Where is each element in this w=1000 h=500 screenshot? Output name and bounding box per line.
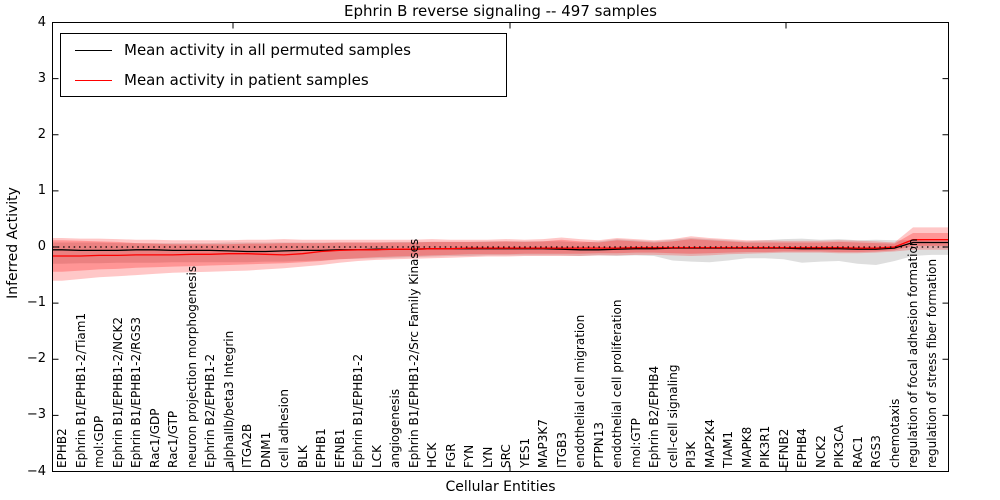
permuted-line-swatch bbox=[75, 49, 112, 51]
x-tick-label: PI3K bbox=[684, 441, 698, 468]
patient-samples-band-inner-area bbox=[52, 233, 949, 272]
x-tick-label: Ephrin B1/EPHB1-2/RGS3 bbox=[129, 316, 143, 468]
x-tick-label: PTPN13 bbox=[591, 421, 606, 468]
y-tick-label: 3 bbox=[37, 70, 46, 86]
patient-mean-line bbox=[52, 239, 949, 257]
x-tick-label: Ephrin B1/EPHB1-2/NCK2 bbox=[110, 317, 125, 468]
patient-line-swatch bbox=[75, 79, 112, 81]
x-tick-label: RGS3 bbox=[869, 435, 883, 468]
x-tick-label: RAC1 bbox=[850, 436, 865, 468]
y-tick-label: 1 bbox=[37, 182, 46, 198]
x-tick-label: endothelial cell proliferation bbox=[610, 299, 624, 468]
x-tick-label: chemotaxis bbox=[887, 398, 902, 468]
x-tick-label: EFNB1 bbox=[332, 428, 347, 468]
legend-label-patient: Mean activity in patient samples bbox=[124, 71, 369, 89]
legend-item-patient: Mean activity in patient samples bbox=[61, 65, 506, 95]
x-tick-label: MAP2K4 bbox=[702, 419, 717, 468]
x-tick-label: regulation of focal adhesion formation bbox=[906, 238, 920, 468]
patient-samples-band-outer-area bbox=[52, 227, 949, 281]
y-tick-label: −1 bbox=[26, 295, 46, 311]
legend: Mean activity in all permuted samples Me… bbox=[60, 33, 507, 97]
x-tick-label: EPHB1 bbox=[314, 428, 328, 468]
x-tick-label: cell-cell signaling bbox=[665, 364, 680, 469]
x-tick-label: Rac1/GTP bbox=[166, 410, 180, 468]
x-tick-label: ITGB3 bbox=[554, 431, 569, 468]
x-tick-label: cell adhesion bbox=[277, 389, 291, 468]
x-tick-label: PIK3CA bbox=[832, 425, 846, 468]
y-tick-label: −4 bbox=[26, 463, 46, 479]
y-tick-label: 2 bbox=[37, 126, 46, 142]
x-tick-label: EPHB2 bbox=[55, 428, 69, 468]
permuted-samples-band-area bbox=[52, 238, 949, 265]
x-tick-label: LCK bbox=[369, 445, 384, 468]
x-tick-label: EPHB4 bbox=[795, 428, 809, 468]
chart-title: Ephrin B reverse signaling -- 497 sample… bbox=[343, 2, 657, 20]
x-tick-label: mol:GTP bbox=[628, 418, 643, 468]
x-tick-label: ITGA2B bbox=[240, 423, 254, 468]
x-tick-label: endothelial cell migration bbox=[573, 314, 587, 468]
x-tick-label: FYN bbox=[462, 444, 476, 468]
x-tick-label: LYN bbox=[480, 446, 495, 468]
y-tick-label: 4 bbox=[37, 14, 46, 30]
x-tick-label: Ephrin B1/EPHB1-2 bbox=[351, 353, 365, 468]
y-tick-label: −2 bbox=[26, 351, 46, 367]
x-tick-label: BLK bbox=[295, 445, 310, 468]
x-tick-label: YES1 bbox=[517, 437, 532, 468]
x-tick-label: regulation of stress fiber formation bbox=[924, 258, 939, 468]
legend-label-permuted: Mean activity in all permuted samples bbox=[124, 41, 411, 59]
x-tick-label: PIK3R1 bbox=[758, 425, 772, 468]
x-tick-label: mol:GDP bbox=[92, 415, 106, 468]
x-tick-label: alphaIIb/beta3 Integrin bbox=[221, 330, 236, 468]
legend-item-permuted: Mean activity in all permuted samples bbox=[61, 35, 506, 65]
x-tick-label: angiogenesis bbox=[388, 388, 402, 468]
x-tick-label: SRC bbox=[499, 444, 513, 468]
x-tick-label: NCK2 bbox=[813, 435, 828, 468]
x-tick-label: Ephrin B2/EPHB4 bbox=[647, 365, 661, 468]
x-tick-label: MAPK8 bbox=[739, 426, 754, 468]
x-tick-label: Ephrin B1/EPHB1-2/Src Family Kinases bbox=[406, 238, 421, 468]
x-tick-label: MAP3K7 bbox=[536, 419, 550, 468]
x-tick-label: HCK bbox=[425, 442, 439, 468]
y-tick-label: −3 bbox=[26, 407, 46, 423]
x-tick-label: DNM1 bbox=[258, 431, 273, 468]
x-tick-label: EFNB2 bbox=[776, 428, 791, 468]
x-tick-label: Rac1/GDP bbox=[147, 408, 162, 468]
x-tick-label: neuron projection morphogenesis bbox=[184, 265, 199, 468]
y-tick-label: 0 bbox=[37, 239, 46, 254]
x-tick-label: Ephrin B2/EPHB1-2 bbox=[203, 353, 217, 468]
x-tick-label: TIAM1 bbox=[721, 430, 735, 468]
x-tick-label: Ephrin B1/EPHB1-2/Tiam1 bbox=[73, 312, 88, 468]
x-tick-label: FGR bbox=[443, 443, 458, 468]
x-axis-label: Cellular Entities bbox=[445, 479, 556, 495]
